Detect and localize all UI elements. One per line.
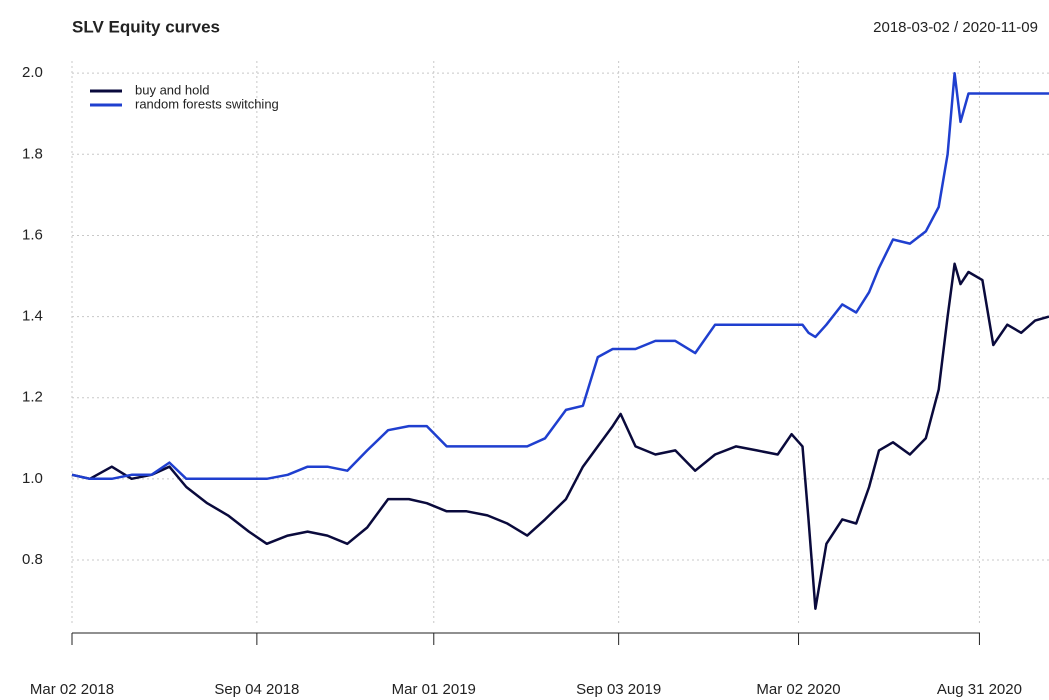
x-tick-label: Aug 31 2020 (937, 681, 1022, 698)
y-tick-label: 0.8 (22, 551, 43, 568)
y-tick-label: 2.0 (22, 64, 43, 81)
y-tick-label: 1.8 (22, 145, 43, 162)
date-range: 2018-03-02 / 2020-11-09 (873, 19, 1038, 36)
legend-label: random forests switching (135, 96, 279, 111)
x-tick-label: Mar 02 2020 (756, 681, 840, 698)
y-tick-label: 1.2 (22, 389, 43, 406)
x-tick-label: Sep 03 2019 (576, 681, 661, 698)
y-tick-label: 1.6 (22, 226, 43, 243)
x-tick-label: Mar 02 2018 (30, 681, 114, 698)
x-tick-label: Mar 01 2019 (392, 681, 476, 698)
legend-label: buy and hold (135, 82, 209, 97)
chart-title: SLV Equity curves (72, 17, 220, 36)
line-series (71, 262, 1049, 610)
y-tick-label: 1.0 (22, 470, 43, 487)
line-series (71, 71, 1049, 481)
x-tick-label: Sep 04 2018 (214, 681, 299, 698)
y-tick-label: 1.4 (22, 308, 43, 325)
